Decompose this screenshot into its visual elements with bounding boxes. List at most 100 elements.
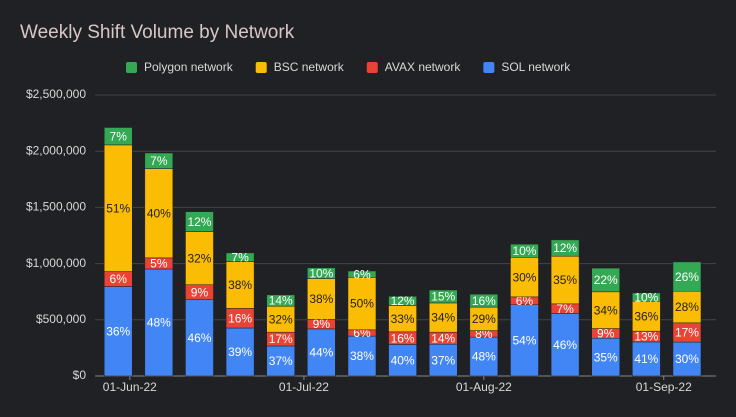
legend-swatch (483, 62, 495, 73)
segment-label: 32% (187, 251, 211, 265)
legend-swatch (366, 62, 378, 73)
segment-label: 16% (472, 294, 496, 308)
segment-label: 7% (231, 250, 249, 264)
legend-label: Polygon network (144, 60, 234, 74)
segment-label: 5% (150, 257, 168, 271)
segment-label: 22% (594, 273, 618, 287)
segment-label: 30% (675, 352, 699, 366)
segment-label: 37% (269, 354, 293, 368)
segment-label: 40% (391, 353, 415, 367)
legend-swatch (126, 62, 137, 73)
legend-swatch (255, 62, 267, 73)
bar-segment (510, 304, 539, 377)
segment-label: 30% (512, 270, 536, 284)
legend-label: BSC network (274, 60, 345, 74)
segment-label: 35% (594, 350, 618, 364)
segment-label: 40% (147, 206, 171, 220)
segment-label: 26% (675, 270, 699, 284)
bar-segment (632, 301, 661, 332)
segment-label: 46% (553, 338, 577, 352)
y-tick-label: $1,000,000 (26, 256, 86, 270)
y-tick-label: $500,000 (36, 312, 86, 326)
segment-label: 28% (675, 300, 699, 314)
y-tick-label: $2,000,000 (26, 143, 86, 157)
segment-label: 16% (228, 311, 252, 325)
segment-label: 6% (516, 294, 534, 308)
segment-label: 36% (634, 309, 658, 323)
segment-label: 38% (350, 349, 374, 363)
bar-segment (347, 335, 377, 377)
bar-segment (307, 328, 336, 377)
segment-label: 37% (431, 353, 455, 367)
bar-segment (672, 291, 702, 324)
bar-segment (428, 302, 458, 333)
bar-segment (388, 296, 417, 307)
segment-label: 38% (228, 278, 252, 292)
bar-segment (144, 152, 174, 169)
bar-segment (672, 341, 702, 377)
x-tick-label: 01-Sep-22 (636, 380, 692, 394)
segment-label: 44% (309, 346, 333, 360)
segment-label: 10% (309, 266, 333, 280)
segment-label: 41% (634, 352, 658, 366)
segment-label: 10% (512, 244, 536, 258)
segment-label: 6% (110, 272, 128, 286)
chart-title: Weekly Shift Volume by Network (20, 22, 295, 43)
x-tick-label: 01-Jun-22 (103, 380, 157, 394)
x-tick-label: 01-Aug-22 (456, 380, 512, 394)
segment-label: 17% (675, 326, 699, 340)
bar-segment (550, 313, 580, 377)
bar-segment (347, 277, 377, 331)
bar-segment (510, 243, 539, 258)
bar-segment (225, 252, 255, 262)
y-tick-label: $2,500,000 (26, 87, 86, 101)
segment-label: 17% (269, 332, 293, 346)
bar-segment (225, 261, 255, 309)
segment-label: 12% (553, 241, 577, 255)
bar-segment (388, 305, 417, 333)
segment-label: 7% (556, 302, 574, 316)
bar-segment (225, 327, 255, 377)
bar-segment (632, 292, 661, 302)
bar-segment (632, 341, 661, 377)
segment-label: 39% (228, 345, 252, 359)
segment-label: 16% (391, 331, 415, 345)
legend-label: SOL network (501, 60, 571, 74)
bar-segment (266, 294, 295, 307)
segment-label: 13% (634, 330, 658, 344)
segment-label: 48% (147, 316, 171, 330)
segment-label: 10% (634, 290, 658, 304)
bar-segment (266, 305, 295, 333)
segment-label: 54% (512, 334, 536, 348)
bar-segment (550, 239, 580, 257)
bar-segment (103, 144, 133, 272)
legend-label: AVAX network (385, 60, 462, 74)
segment-label: 46% (187, 331, 211, 345)
segment-label: 14% (269, 294, 293, 308)
segment-label: 34% (594, 303, 618, 317)
bar-segment (307, 278, 336, 320)
segment-label: 38% (309, 292, 333, 306)
segment-label: 50% (350, 297, 374, 311)
segment-label: 12% (187, 215, 211, 229)
segment-label: 15% (431, 290, 455, 304)
bar-segment (510, 257, 539, 298)
segment-label: 32% (269, 312, 293, 326)
bar-segment (469, 293, 499, 308)
segment-label: 7% (150, 154, 168, 168)
bar-segment (307, 267, 336, 279)
bar-segment (144, 268, 174, 377)
bar-segment (591, 267, 620, 293)
segment-label: 9% (313, 317, 331, 331)
bar-segment (103, 286, 133, 377)
segment-label: 51% (106, 201, 130, 215)
segment-label: 35% (553, 273, 577, 287)
y-tick-label: $0 (73, 368, 87, 382)
bar-segment (428, 343, 458, 377)
bar-segment (144, 168, 174, 259)
segment-label: 29% (472, 312, 496, 326)
bar-segment (428, 289, 458, 304)
segment-label: 48% (472, 350, 496, 364)
